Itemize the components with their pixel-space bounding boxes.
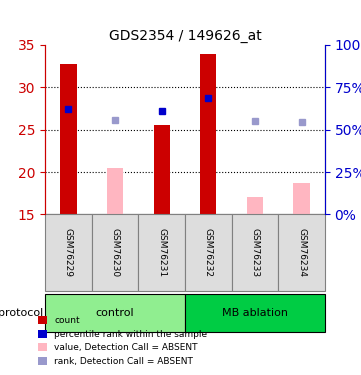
FancyBboxPatch shape: [185, 214, 232, 291]
Bar: [200, 54, 217, 214]
Bar: [153, 124, 170, 214]
Bar: [60, 64, 77, 214]
Bar: [107, 168, 123, 214]
FancyBboxPatch shape: [45, 294, 185, 332]
FancyBboxPatch shape: [92, 214, 138, 291]
Text: GSM76231: GSM76231: [157, 228, 166, 278]
FancyBboxPatch shape: [138, 214, 185, 291]
Text: GSM76232: GSM76232: [204, 228, 213, 278]
Text: protocol: protocol: [0, 308, 43, 318]
Text: GSM76234: GSM76234: [297, 228, 306, 278]
Bar: [293, 183, 310, 214]
Text: control: control: [96, 308, 134, 318]
Text: GSM76233: GSM76233: [251, 228, 260, 278]
FancyBboxPatch shape: [278, 214, 325, 291]
Title: GDS2354 / 149626_at: GDS2354 / 149626_at: [109, 28, 261, 43]
FancyBboxPatch shape: [232, 214, 278, 291]
Text: GSM76229: GSM76229: [64, 228, 73, 278]
FancyBboxPatch shape: [45, 214, 92, 291]
FancyBboxPatch shape: [185, 294, 325, 332]
Text: MB ablation: MB ablation: [222, 308, 288, 318]
Text: GSM76230: GSM76230: [110, 228, 119, 278]
Bar: [247, 198, 263, 214]
Legend: count, percentile rank within the sample, value, Detection Call = ABSENT, rank, : count, percentile rank within the sample…: [34, 311, 212, 370]
